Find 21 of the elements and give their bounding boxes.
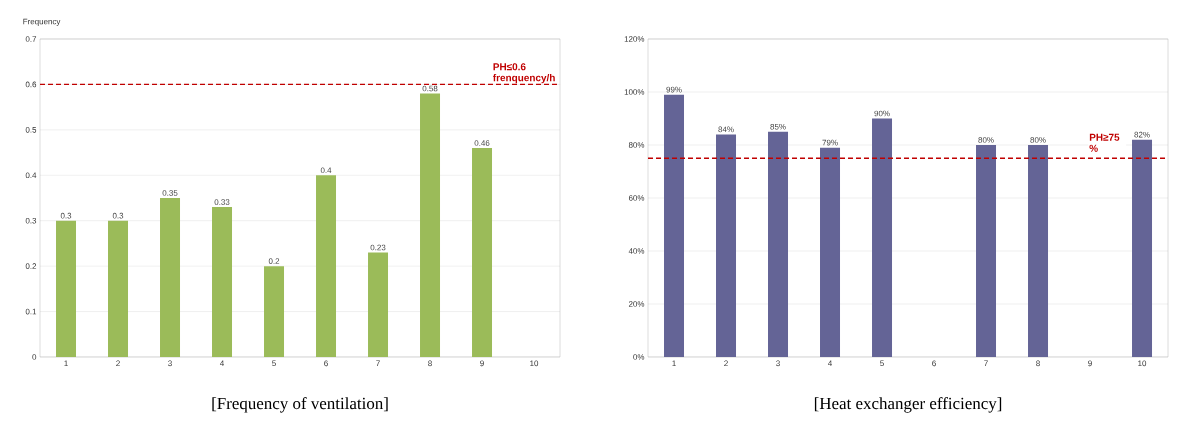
bar xyxy=(1132,139,1153,357)
ref-line-label: PH≥75 % xyxy=(1089,133,1120,152)
bar xyxy=(664,94,685,357)
bar xyxy=(316,175,337,357)
bar xyxy=(716,134,737,357)
ref-line-label: PH≤0.6 frenquency/h xyxy=(492,63,555,84)
bar xyxy=(160,197,181,357)
bar xyxy=(368,252,389,357)
bar xyxy=(108,220,129,357)
bar xyxy=(264,266,285,357)
bar xyxy=(472,148,493,357)
text: [Frequency of ventilation] xyxy=(212,397,388,413)
bar xyxy=(420,93,441,357)
text: [Heat exchanger efficiency] xyxy=(814,397,1002,413)
bar xyxy=(768,131,789,357)
bar xyxy=(212,207,233,357)
bar xyxy=(820,147,841,357)
bar xyxy=(1028,144,1049,357)
bar xyxy=(872,118,893,357)
bar xyxy=(56,220,77,357)
bar xyxy=(976,144,997,357)
